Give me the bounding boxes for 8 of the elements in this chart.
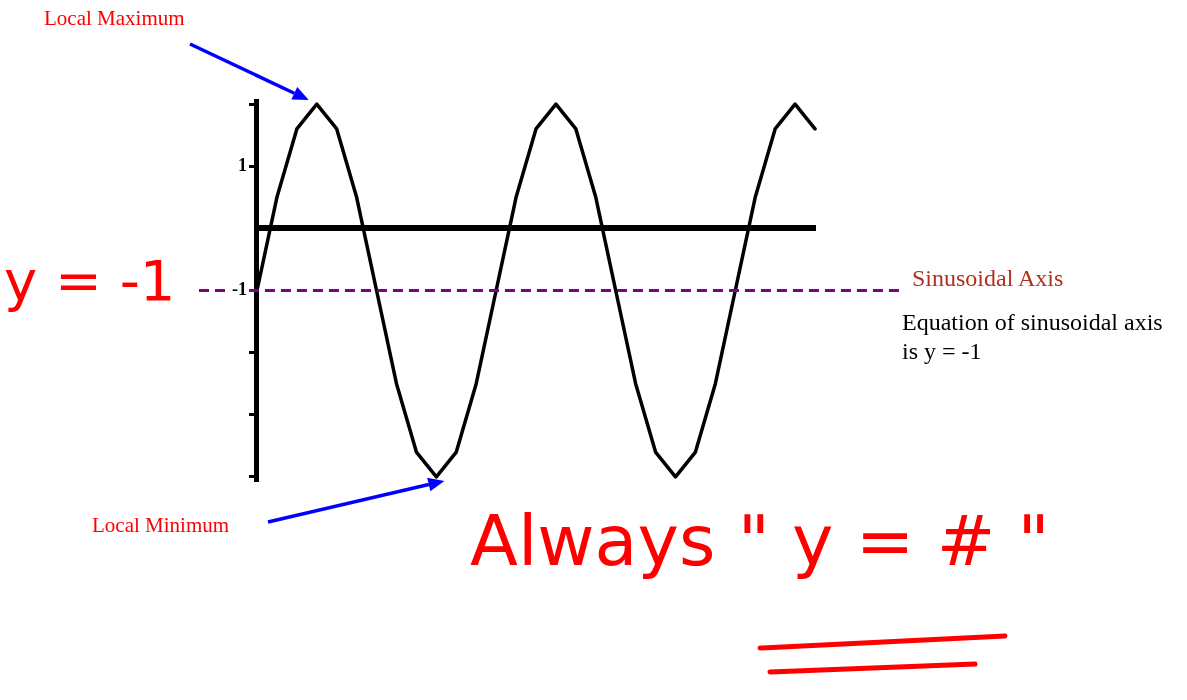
text: Local Maximum [44, 6, 185, 31]
y-tick-label: -1 [231, 279, 247, 300]
text: Always " y = # " [470, 500, 1050, 582]
ref-line-label: Sinusoidal Axis [912, 264, 1064, 292]
text: Local Minimum [92, 513, 230, 538]
text: Equation of sinusoidal axis is y = -1 [902, 308, 1164, 366]
text: y = -1 [4, 248, 176, 313]
y-tick-label: 1 [237, 154, 247, 175]
